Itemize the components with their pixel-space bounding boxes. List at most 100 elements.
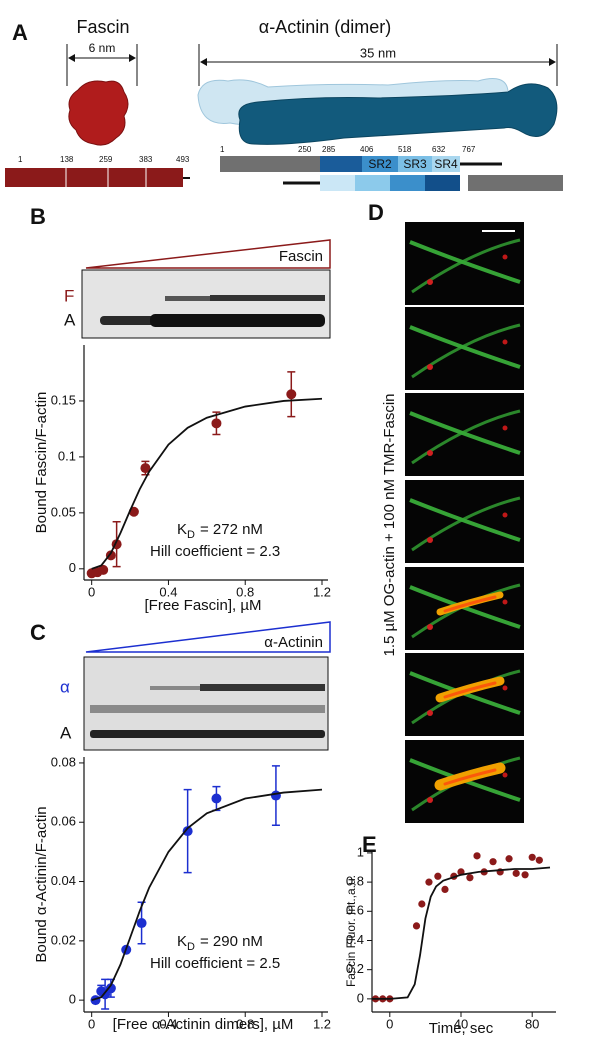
kd-subscript: D — [187, 941, 195, 953]
kd-symbol: K — [177, 933, 187, 950]
speck — [502, 772, 508, 778]
filament — [411, 323, 521, 379]
point — [211, 418, 222, 429]
actinin-domains — [220, 156, 563, 191]
residue: 406 — [360, 145, 374, 154]
actinin-scale — [198, 44, 558, 86]
speck — [427, 279, 433, 285]
y-tick-label: 0.1 — [58, 448, 76, 463]
band-label: F — [64, 286, 74, 305]
domain-label: SR4 — [434, 157, 458, 171]
gel — [83, 656, 329, 751]
residue: 383 — [139, 155, 153, 164]
speck — [502, 425, 508, 431]
point — [489, 858, 497, 866]
speck — [427, 450, 433, 456]
point — [473, 852, 481, 860]
panel-label: E — [362, 832, 377, 857]
point — [528, 853, 536, 861]
panel-label: D — [368, 200, 384, 225]
y-tick-label: 0.15 — [51, 392, 76, 407]
point — [441, 885, 449, 894]
panel-label: B — [30, 204, 46, 229]
y-axis-label: Bound Fascin/F-actin — [33, 392, 50, 534]
actinin-dark — [238, 83, 558, 145]
speck — [502, 512, 508, 518]
kd-value: = 272 nM — [200, 521, 263, 538]
fit-line — [91, 397, 323, 570]
point — [105, 983, 116, 994]
y-tick-label: 0.2 — [346, 961, 364, 976]
x-tick-label: 40 — [454, 1016, 468, 1031]
x-tick-label: 0.4 — [159, 1016, 177, 1031]
point — [535, 856, 543, 864]
point — [521, 871, 529, 879]
point — [136, 918, 147, 929]
point — [434, 872, 442, 880]
residue: 632 — [432, 145, 446, 154]
point — [412, 922, 421, 930]
point — [418, 900, 426, 908]
bundle-core — [443, 595, 497, 613]
speck — [427, 364, 433, 370]
gel-wedge — [85, 621, 331, 653]
x-axis-label: [Free Fascin], µM — [145, 597, 262, 614]
x-axis-label: [Free α-Actinin dimers], µM — [113, 1016, 294, 1033]
fascin-scale — [66, 44, 138, 86]
x-tick-label: 0 — [386, 1016, 393, 1031]
panel-label: C — [30, 620, 46, 645]
kd-value: = 290 nM — [200, 933, 263, 950]
fit-line — [372, 866, 551, 1000]
residue: 1 — [220, 145, 225, 154]
residue: 259 — [99, 155, 113, 164]
point — [512, 869, 520, 877]
y-tick-label: 0 — [69, 992, 76, 1007]
band-label: α — [60, 677, 70, 696]
speck — [427, 710, 433, 716]
x-axis-label: Time, sec — [429, 1020, 494, 1037]
fascin-structure — [68, 80, 129, 146]
point — [98, 564, 109, 575]
y-tick-label: 0.06 — [51, 814, 76, 829]
y-tick-label: 0.02 — [51, 932, 76, 947]
y-tick-label: 1 — [357, 844, 364, 859]
fit-line — [91, 788, 323, 1001]
x-tick-label: 0 — [88, 1016, 95, 1031]
bundle-core — [443, 681, 497, 699]
band-label: A — [60, 723, 72, 742]
x-tick-label: 0 — [88, 584, 95, 599]
filament — [411, 238, 521, 294]
x-tick-label: 0.4 — [159, 584, 177, 599]
band-label: A — [64, 310, 76, 329]
residue: 518 — [398, 145, 412, 154]
point — [105, 550, 116, 561]
y-tick-label: 0.8 — [346, 874, 364, 889]
point — [425, 878, 433, 886]
speck — [427, 797, 433, 803]
y-tick-label: 0.04 — [51, 873, 76, 888]
fascin-domains — [5, 168, 190, 187]
y-tick-label: 0.08 — [51, 754, 76, 769]
speck — [502, 339, 508, 345]
fascin-title: Fascin — [76, 17, 129, 37]
speck — [502, 685, 508, 691]
residue: 1 — [18, 155, 23, 164]
speck — [427, 624, 433, 630]
panel-label: A — [12, 20, 28, 45]
actinin-size: 35 nm — [360, 45, 396, 60]
hill-annotation: Hill coefficient = 2.5 — [150, 955, 280, 972]
speck — [502, 254, 508, 260]
y-axis-label: Fascin Fluor. Int.,a.u. — [344, 875, 358, 987]
residue: 138 — [60, 155, 74, 164]
point — [466, 874, 474, 882]
point — [211, 793, 222, 804]
gel — [81, 269, 331, 339]
point — [182, 826, 193, 837]
point — [140, 463, 151, 474]
residue: 767 — [462, 145, 476, 154]
point — [270, 790, 281, 801]
x-tick-label: 80 — [525, 1016, 539, 1031]
filament — [411, 496, 521, 552]
x-tick-label: 1.2 — [313, 584, 331, 599]
